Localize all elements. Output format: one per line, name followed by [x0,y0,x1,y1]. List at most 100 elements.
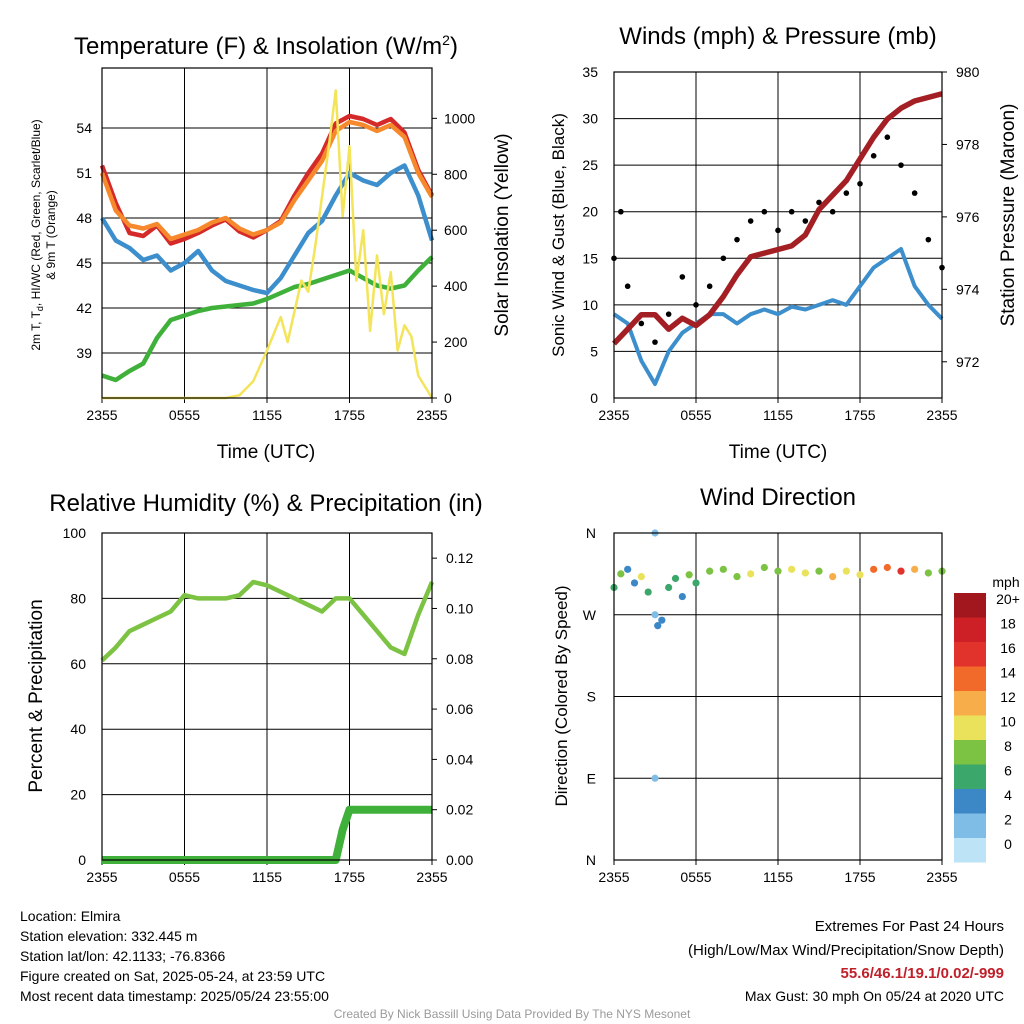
y-tick-right-label: 0.12 [446,550,473,566]
direction-point [870,565,878,573]
temp-ylabel-right: Solar Insolation (Yellow) [492,133,513,336]
y-tick-label: N [586,852,596,868]
legend-label: 6 [1004,763,1012,779]
y-tick-label: 45 [76,255,92,271]
direction-plot-frame [613,532,943,861]
legend-swatch [954,617,986,642]
winds-xlabel: Time (UTC) [729,442,828,463]
y-tick-label: 30 [582,111,598,127]
legend-swatch [954,813,986,838]
gust-point [638,320,645,327]
direction-point [685,571,693,579]
y-tick-label: S [587,689,596,705]
legend-swatch [954,740,986,765]
direction-point [637,573,645,581]
direction-point [719,565,727,573]
y-tick-right-label: 600 [444,222,468,238]
direction-point [651,774,659,782]
x-tick-label: 1755 [334,407,365,423]
extremes-subtitle: (High/Low/Max Wind/Precipitation/Snow De… [688,942,1004,959]
y-tick-right-label: 0.08 [446,651,473,667]
gust-point [884,134,891,140]
direction-point [651,611,659,619]
direction-point [706,567,714,575]
temp-series-line [99,119,434,242]
direction-point [630,579,639,587]
direction-point [897,567,905,575]
y-tick-right-label: 978 [956,136,980,152]
direction-point [654,622,662,630]
x-tick-label: 1155 [252,407,282,423]
legend-label: 4 [1004,787,1012,803]
x-tick-label: 1155 [763,407,793,423]
legend-label: 20+ [996,591,1020,607]
elevation-text: Station elevation: 332.445 m [20,928,198,944]
gust-point [624,283,631,290]
direction-point [671,574,680,583]
y-tick-label: 35 [582,64,598,80]
legend-label: 18 [1000,616,1016,632]
recent-timestamp-text: Most recent data timestamp: 2025/05/24 2… [20,988,329,1004]
gust-point [843,190,850,196]
legend-swatch [954,642,986,667]
humidity-plot-frame [101,532,433,861]
y-tick-label: 100 [63,525,87,541]
y-tick-label: 0 [78,852,86,868]
credit-text: Created By Nick Bassill Using Data Provi… [333,1007,691,1021]
y-tick-right-label: 976 [956,209,980,225]
y-tick-right-label: 1000 [444,110,475,126]
x-tick-label: 2355 [86,407,117,423]
direction-point [829,573,837,581]
direction-point [747,570,755,578]
humidity-line [100,579,435,663]
winds-panel-title: Winds (mph) & Pressure (mb) [619,23,936,50]
y-tick-label: 60 [70,656,86,672]
y-tick-label: N [586,525,596,541]
direction-point [801,569,809,577]
legend-swatch [954,593,986,618]
x-tick-label: 2355 [598,869,629,885]
gust-point [802,218,809,224]
legend-label: 8 [1004,738,1012,754]
x-tick-label: 2355 [416,407,447,423]
gust-point [618,208,624,215]
humidity-ylabel-left: Percent & Precipitation [26,599,47,792]
direction-point [678,592,686,601]
y-tick-right-label: 972 [956,354,980,370]
temp-ylabel-left-line2: & 9m T (Orange) [44,190,58,280]
gust-point [829,208,836,215]
temperature-panel-title: Temperature (F) & Insolation (W/m2) [74,32,458,60]
x-tick-label: 0555 [680,869,711,885]
gust-point [679,274,686,280]
direction-point [617,570,625,578]
gust-point [925,236,932,243]
direction-point [665,583,673,592]
legend-swatch [954,691,986,716]
latlon-text: Station lat/lon: 42.1133; -76.8366 [20,948,226,964]
gust-point [665,311,672,317]
y-tick-right-label: 400 [444,278,468,294]
y-tick-right-label: 0.00 [446,852,473,868]
extremes-values: 55.6/46.1/19.1/0.02/-999 [840,965,1004,982]
y-tick-label: 20 [70,787,86,803]
x-tick-label: 1755 [844,407,875,423]
gust-point [720,255,727,262]
gust-point [734,236,740,243]
direction-point [624,565,632,573]
legend-label: 16 [1000,640,1016,656]
extremes-title: Extremes For Past 24 Hours [814,918,1004,935]
humidity-panel-title: Relative Humidity (%) & Precipitation (i… [49,490,482,517]
x-tick-label: 1155 [252,869,282,885]
y-tick-label: 20 [582,204,598,220]
y-tick-right-label: 0.04 [446,751,473,767]
y-tick-right-label: 974 [956,281,980,297]
direction-ylabel-left: Direction (Colored By Speed) [552,585,571,806]
direction-point [815,567,823,575]
y-tick-label: 10 [582,297,598,313]
y-tick-label: 0 [590,390,598,406]
x-tick-label: 2355 [926,869,957,885]
x-tick-label: 0555 [169,407,200,423]
x-tick-label: 0555 [169,869,200,885]
y-tick-label: 15 [582,250,598,266]
